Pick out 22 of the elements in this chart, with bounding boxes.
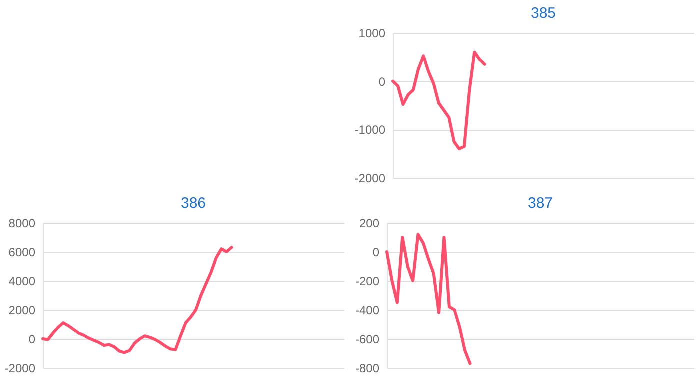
y-tick-label: -200 bbox=[355, 274, 380, 288]
y-tick-label: -2000 bbox=[354, 172, 386, 186]
y-tick-label: 0 bbox=[28, 332, 36, 346]
y-tick-label: 1000 bbox=[358, 26, 386, 40]
y-tick-label: 6000 bbox=[8, 246, 36, 260]
chart-title: 387 bbox=[528, 195, 554, 212]
line-series bbox=[392, 50, 486, 150]
y-tick-label: 2000 bbox=[8, 304, 36, 318]
y-tick-label: 8000 bbox=[8, 216, 36, 230]
y-tick-label: 0 bbox=[378, 74, 386, 89]
y-tick-label: -400 bbox=[355, 304, 380, 318]
line-series bbox=[42, 246, 234, 354]
y-tick-label: -1000 bbox=[354, 123, 386, 138]
y-tick-label: -800 bbox=[355, 362, 380, 376]
chart-title: 386 bbox=[180, 195, 206, 212]
y-tick-label: 4000 bbox=[8, 274, 36, 288]
line-series bbox=[386, 233, 472, 366]
y-tick-label: -2000 bbox=[4, 362, 36, 376]
chart-title: 385 bbox=[530, 5, 556, 22]
y-tick-label: 200 bbox=[359, 216, 380, 230]
y-tick-label: 0 bbox=[372, 246, 380, 260]
y-tick-label: -600 bbox=[355, 332, 380, 346]
